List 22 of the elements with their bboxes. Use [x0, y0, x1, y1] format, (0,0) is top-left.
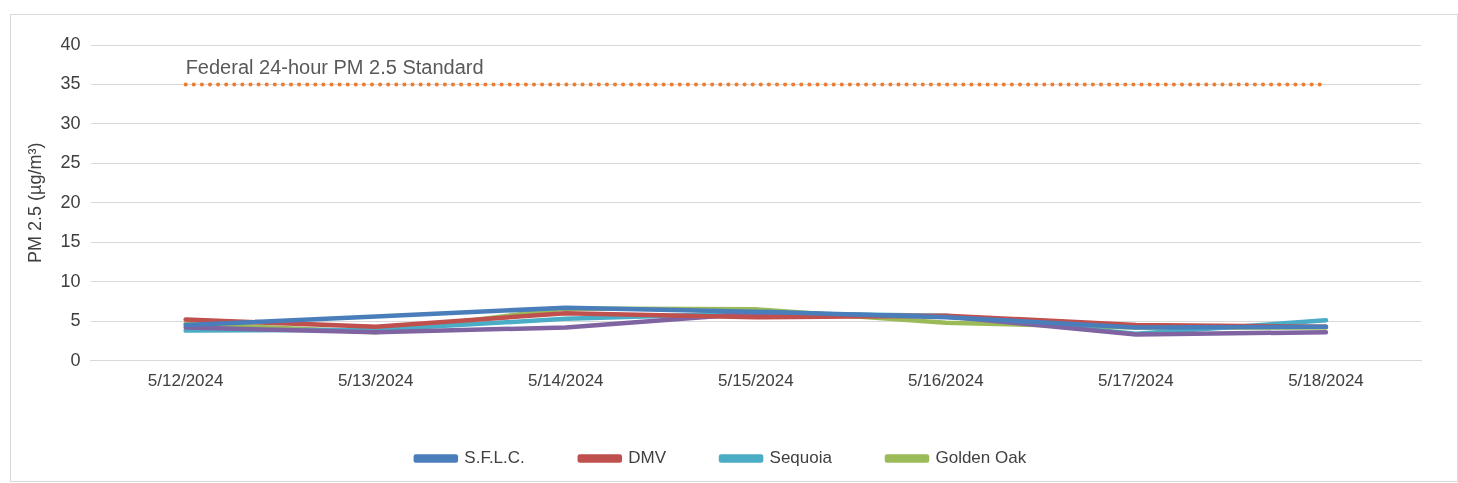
y-tick-label: 20 [60, 191, 81, 212]
y-axis-title: PM 2.5 (µg/m³) [24, 142, 45, 263]
x-tick-label: 5/15/2024 [717, 371, 794, 391]
x-tick-label: 5/16/2024 [908, 371, 984, 391]
legend-label: Sequoia [769, 448, 833, 468]
y-tick-label: 5 [70, 310, 81, 331]
y-tick-label: 35 [60, 73, 81, 94]
y-tick-label: 15 [60, 231, 81, 252]
y-tick-label: 25 [60, 152, 81, 173]
y-tick-label: 0 [70, 349, 81, 370]
y-tick-label: 10 [60, 270, 81, 291]
legend-label: DMV [628, 448, 667, 468]
x-tick-label: 5/14/2024 [527, 371, 604, 391]
ref-line-label: Federal 24-hour PM 2.5 Standard [185, 55, 484, 78]
y-tick-label: 40 [60, 33, 81, 54]
x-tick-label: 5/12/2024 [147, 371, 224, 391]
x-tick-label: 5/17/2024 [1098, 371, 1174, 391]
x-tick-label: 5/13/2024 [337, 371, 414, 391]
legend-label: Golden Oak [935, 448, 1027, 468]
legend-label: S.F.L.C. [464, 448, 525, 468]
y-tick-label: 30 [60, 112, 81, 133]
x-tick-label: 5/18/2024 [1288, 371, 1364, 391]
